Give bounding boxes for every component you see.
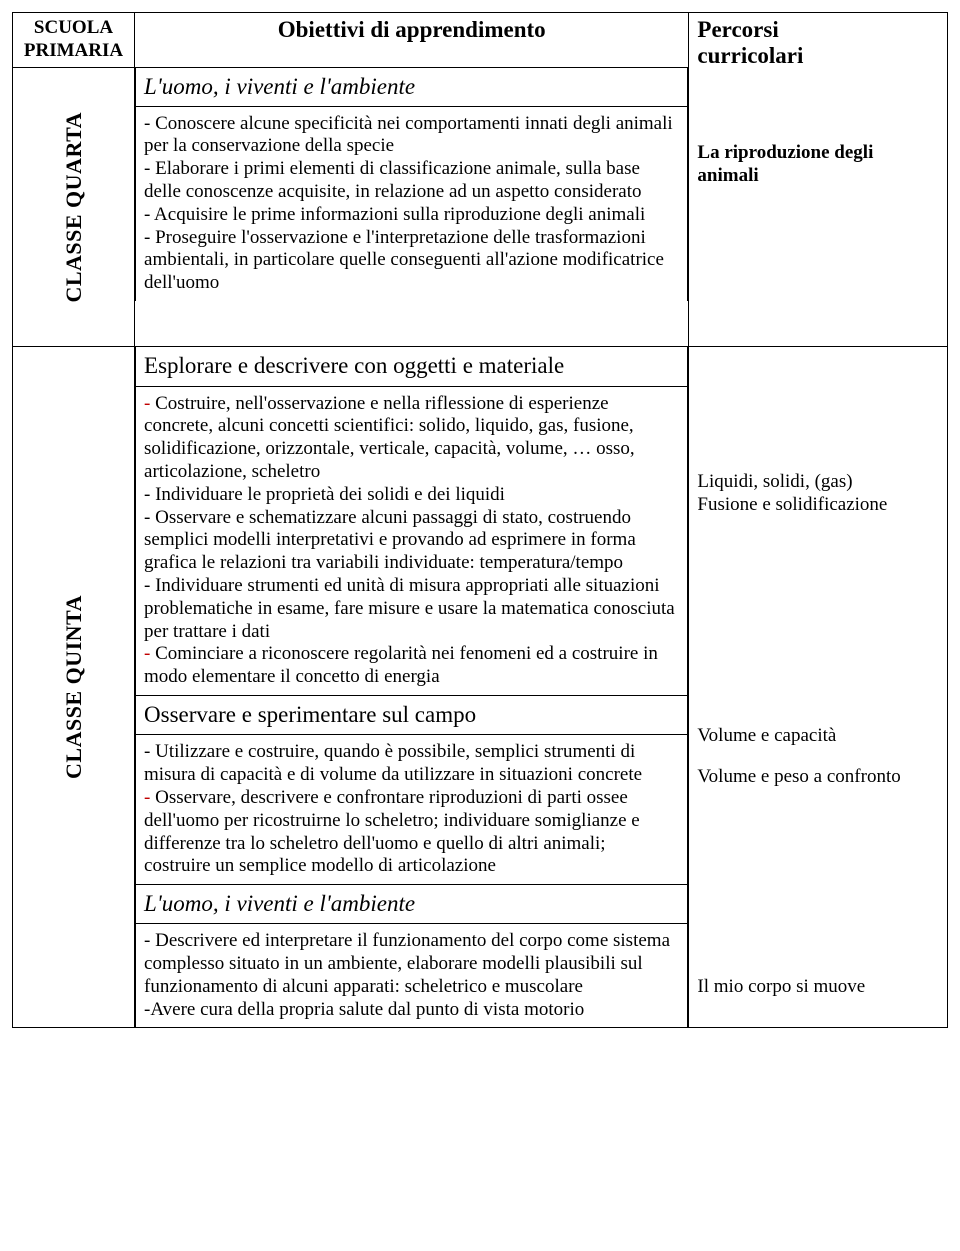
row-classe-quinta: CLASSE QUINTA Esplorare e descrivere con… — [13, 347, 948, 1028]
header-right-line2: curricolari — [697, 43, 803, 68]
quarta-item: - Proseguire l'osservazione e l'interpre… — [144, 227, 679, 295]
quinta-percorsi-item: Volume e peso a confronto — [697, 766, 939, 789]
quinta-sec3-item: - Descrivere ed interpretare il funziona… — [144, 930, 679, 998]
quinta-percorsi-block2: Volume e capacità — [697, 725, 939, 748]
header-center: Obiettivi di apprendimento — [135, 13, 689, 68]
quinta-percorsi-block4: Il mio corpo si muove — [697, 976, 939, 999]
page: SCUOLA PRIMARIA Obiettivi di apprendimen… — [12, 12, 948, 1028]
quarta-label: CLASSE QUARTA — [61, 72, 87, 343]
quinta-percorsi-item: Liquidi, solidi, (gas) — [697, 471, 939, 494]
header-left-line1: SCUOLA — [34, 17, 113, 38]
quinta-sec1-item-text: Cominciare a riconoscere regolarità nei … — [144, 643, 658, 687]
quinta-sec2-item: - Osservare, descrivere e confrontare ri… — [144, 787, 679, 855]
header-right: Percorsi curricolari La riproduzione deg… — [689, 13, 948, 347]
quinta-sec2-item-text: Osservare, descrivere e confrontare ripr… — [144, 787, 640, 854]
quarta-section-title: L'uomo, i viventi e l'ambiente — [144, 72, 679, 102]
quarta-objectives-cell: L'uomo, i viventi e l'ambiente - Conosce… — [135, 67, 689, 347]
quinta-sec2-body: - Utilizzare e costruire, quando è possi… — [144, 739, 679, 880]
quinta-sec1-item: - Osservare e schematizzare alcuni passa… — [144, 507, 679, 575]
quinta-sec3-body: - Descrivere ed interpretare il funziona… — [144, 928, 679, 1023]
header-right-line1: Percorsi — [697, 17, 778, 42]
quinta-sec1-title: Esplorare e descrivere con oggetti e mat… — [144, 351, 679, 381]
quarta-item: - Acquisire le prime informazioni sulla … — [144, 204, 679, 227]
quinta-sec3-title: L'uomo, i viventi e l'ambiente — [144, 889, 679, 919]
quinta-label-cell: CLASSE QUINTA — [13, 347, 135, 1028]
quinta-sec2-item: - Utilizzare e costruire, quando è possi… — [144, 741, 679, 787]
header-left-line2: PRIMARIA — [24, 40, 123, 61]
header-left: SCUOLA PRIMARIA — [13, 13, 135, 68]
quinta-sec3-item: -Avere cura della propria salute dal pun… — [144, 999, 679, 1022]
quinta-percorsi-item: Il mio corpo si muove — [697, 976, 939, 999]
quarta-label-cell: CLASSE QUARTA — [13, 67, 135, 347]
quinta-sec2-item: costruire un semplice modello di articol… — [144, 855, 679, 878]
quinta-percorsi-item: Fusione e solidificazione — [697, 494, 939, 517]
quarta-percorsi: La riproduzione degli animali — [697, 142, 939, 188]
quinta-sec1-item: - Individuare strumenti ed unità di misu… — [144, 575, 679, 643]
quinta-objectives-cell: Esplorare e descrivere con oggetti e mat… — [135, 347, 689, 1028]
quinta-percorsi-item: Volume e capacità — [697, 725, 939, 748]
quinta-percorsi-block3: Volume e peso a confronto — [697, 766, 939, 789]
quinta-sec1-item: - Individuare le proprietà dei solidi e … — [144, 484, 679, 507]
curriculum-table: SCUOLA PRIMARIA Obiettivi di apprendimen… — [12, 12, 948, 1028]
quinta-sec1-item: - Costruire, nell'osservazione e nella r… — [144, 393, 679, 484]
quarta-item: - Elaborare i primi elementi di classifi… — [144, 158, 679, 204]
quinta-sec1-item: - Cominciare a riconoscere regolarità ne… — [144, 643, 679, 689]
quinta-percorsi-cell: Liquidi, solidi, (gas) Fusione e solidif… — [689, 347, 948, 1028]
quinta-sec2-title: Osservare e sperimentare sul campo — [144, 700, 679, 730]
table-header-row: SCUOLA PRIMARIA Obiettivi di apprendimen… — [13, 13, 948, 68]
quarta-objectives: - Conoscere alcune specificità nei compo… — [144, 111, 679, 297]
quarta-item: - Conoscere alcune specificità nei compo… — [144, 113, 679, 159]
quinta-sec1-item-text: Costruire, nell'osservazione e nella rif… — [144, 393, 635, 482]
quinta-label: CLASSE QUINTA — [61, 455, 87, 919]
quinta-sec1-body: - Costruire, nell'osservazione e nella r… — [144, 391, 679, 691]
quinta-percorsi-block1: Liquidi, solidi, (gas) Fusione e solidif… — [697, 471, 939, 517]
